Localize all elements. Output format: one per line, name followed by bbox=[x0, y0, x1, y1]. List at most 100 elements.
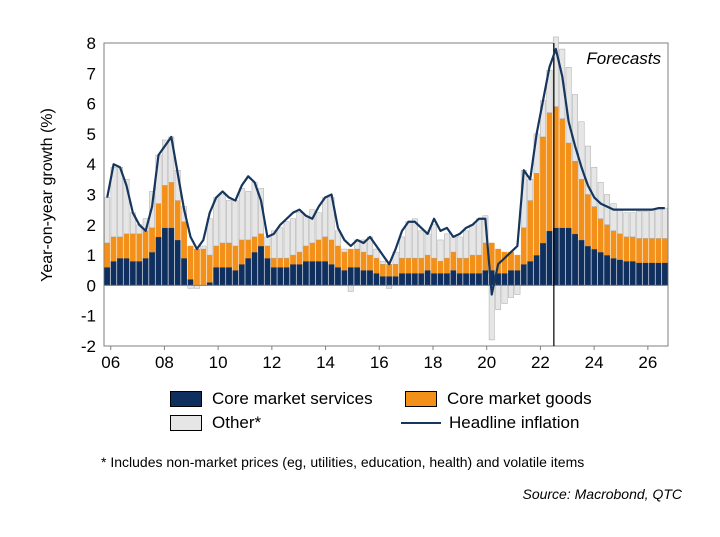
bar-core-market-goods bbox=[636, 238, 643, 263]
bar-core-market-goods bbox=[399, 257, 405, 274]
bar-core-market-services bbox=[617, 259, 623, 286]
bar-other bbox=[123, 179, 130, 235]
x-tick-label: 22 bbox=[531, 353, 550, 372]
bar-core-market-services bbox=[136, 260, 143, 286]
bar-core-market-services bbox=[360, 270, 367, 286]
bar-core-market-services bbox=[399, 273, 405, 286]
bar-core-market-goods bbox=[187, 245, 194, 280]
bar-core-market-services bbox=[213, 267, 220, 286]
bar-core-market-goods bbox=[309, 242, 316, 262]
bar-other bbox=[649, 209, 655, 239]
x-tick-label: 10 bbox=[209, 353, 228, 372]
bar-core-market-goods bbox=[610, 230, 617, 259]
bar-core-market-services bbox=[559, 227, 566, 286]
bar-core-market-goods bbox=[226, 242, 232, 268]
bar-core-market-services bbox=[296, 263, 303, 286]
bar-core-market-services bbox=[187, 279, 194, 286]
bar-other bbox=[232, 200, 239, 247]
bar-other bbox=[117, 167, 123, 238]
bar-core-market-services bbox=[629, 260, 636, 286]
bar-other bbox=[437, 239, 444, 262]
bar-core-market-services bbox=[572, 233, 578, 286]
bar-core-market-services bbox=[520, 263, 527, 286]
bar-other bbox=[341, 248, 348, 253]
bar-core-market-goods bbox=[411, 257, 418, 274]
bar-core-market-goods bbox=[373, 257, 380, 274]
bar-other bbox=[200, 245, 207, 250]
bar-core-market-goods bbox=[238, 239, 245, 265]
bar-core-market-goods bbox=[277, 257, 284, 268]
bar-other bbox=[661, 207, 668, 239]
bar-core-market-services bbox=[341, 270, 348, 286]
legend-swatch-services bbox=[170, 391, 202, 407]
bar-other bbox=[655, 207, 662, 239]
legend-label-headline: Headline inflation bbox=[449, 413, 580, 432]
bar-other bbox=[277, 227, 284, 259]
bar-core-market-services bbox=[367, 270, 373, 286]
bar-core-market-goods bbox=[501, 251, 508, 274]
bar-core-market-services bbox=[482, 270, 489, 286]
legend-item-goods: Core market goods bbox=[405, 389, 592, 409]
bar-core-market-services bbox=[264, 257, 271, 286]
bar-core-market-services bbox=[149, 251, 155, 286]
bar-core-market-goods bbox=[245, 239, 252, 259]
bar-other bbox=[104, 197, 111, 244]
bar-core-market-goods bbox=[136, 233, 143, 262]
bar-core-market-services bbox=[315, 260, 322, 286]
bar-core-market-goods bbox=[572, 160, 578, 235]
bar-other bbox=[578, 121, 585, 180]
legend-item-services: Core market services bbox=[170, 389, 373, 409]
x-axis-ticks: 06 08 10 12 14 16 18 20 22 24 26 bbox=[101, 346, 657, 372]
bar-core-market-goods bbox=[456, 257, 463, 274]
bar-core-market-services bbox=[476, 273, 482, 286]
bar-core-market-services bbox=[527, 260, 534, 286]
y-tick-label: 2 bbox=[87, 216, 96, 235]
bar-core-market-goods bbox=[584, 194, 591, 247]
bar-other bbox=[443, 233, 450, 259]
bar-other bbox=[508, 285, 514, 298]
bar-core-market-goods bbox=[264, 245, 271, 259]
bar-core-market-goods bbox=[661, 238, 668, 263]
bar-core-market-goods bbox=[629, 236, 636, 262]
bar-core-market-services bbox=[456, 273, 463, 286]
bar-core-market-goods bbox=[469, 254, 476, 274]
bar-other bbox=[373, 248, 380, 259]
bar-core-market-goods bbox=[354, 248, 361, 268]
bar-core-market-goods bbox=[155, 203, 162, 238]
bar-core-market-goods bbox=[591, 206, 598, 250]
bar-core-market-services bbox=[540, 242, 546, 286]
bar-core-market-services bbox=[232, 270, 239, 286]
bar-core-market-services bbox=[392, 276, 399, 286]
bar-other bbox=[290, 218, 296, 256]
bar-core-market-services bbox=[642, 262, 649, 286]
x-tick-label: 24 bbox=[585, 353, 604, 372]
bar-other bbox=[322, 197, 329, 238]
bar-other bbox=[642, 210, 649, 239]
y-tick-label: 6 bbox=[87, 95, 96, 114]
bar-core-market-goods bbox=[142, 230, 149, 259]
bar-core-market-services bbox=[418, 273, 425, 286]
bar-core-market-goods bbox=[424, 254, 431, 271]
bar-core-market-services bbox=[161, 227, 168, 286]
bar-other bbox=[226, 200, 232, 244]
bar-other bbox=[379, 260, 386, 265]
bar-core-market-goods bbox=[597, 218, 604, 253]
bar-core-market-goods bbox=[463, 257, 470, 274]
bar-core-market-services bbox=[405, 273, 412, 286]
bar-other bbox=[296, 212, 303, 253]
legend-item-headline: Headline inflation bbox=[401, 413, 580, 433]
bar-other bbox=[309, 209, 316, 244]
bar-core-market-goods bbox=[174, 200, 181, 241]
bar-core-market-services bbox=[546, 230, 553, 286]
bar-other bbox=[431, 224, 437, 259]
bar-core-market-services bbox=[386, 276, 393, 286]
bar-core-market-services bbox=[565, 227, 572, 286]
bar-core-market-goods bbox=[649, 238, 655, 263]
bar-core-market-services bbox=[431, 273, 437, 286]
bar-core-market-goods bbox=[219, 242, 226, 268]
bar-core-market-services bbox=[155, 236, 162, 286]
bar-core-market-goods bbox=[258, 233, 264, 247]
bar-core-market-services bbox=[501, 273, 508, 286]
bar-core-market-services bbox=[533, 254, 540, 286]
